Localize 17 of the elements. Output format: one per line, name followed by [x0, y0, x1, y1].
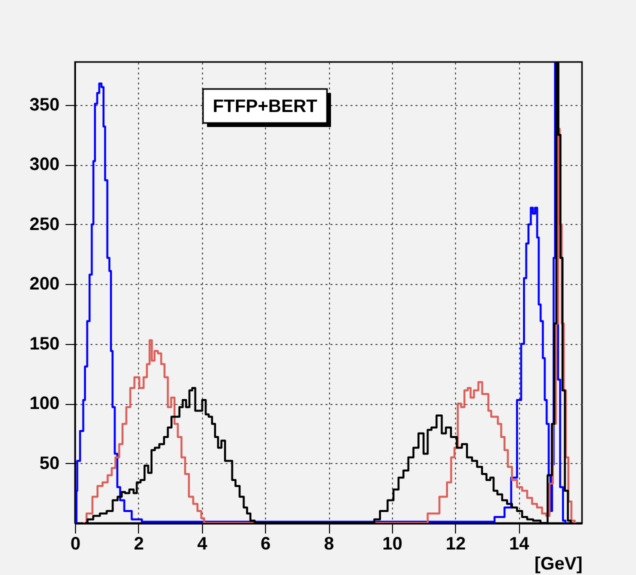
y-tick-label: 350 [29, 94, 60, 114]
x-axis-title: [GeV] [534, 554, 582, 574]
x-tick-label: 12 [446, 534, 466, 554]
x-tick-label: 8 [324, 534, 334, 554]
x-tick-label: 6 [260, 534, 271, 554]
x-tick-label: 0 [70, 534, 81, 554]
y-tick-label: 100 [29, 393, 60, 414]
y-tick-label: 50 [39, 452, 60, 473]
x-tick-label: 14 [509, 534, 530, 554]
y-tick-label: 200 [29, 274, 60, 294]
x-tick-label: 2 [134, 534, 144, 554]
y-tick-label: 150 [29, 333, 60, 354]
x-tick-label: 4 [197, 534, 208, 554]
y-tick-label: 250 [29, 214, 60, 234]
x-tick-label: 10 [382, 534, 402, 554]
annotation: FTFP+BERT [212, 96, 318, 116]
y-tick-label: 300 [29, 154, 60, 174]
